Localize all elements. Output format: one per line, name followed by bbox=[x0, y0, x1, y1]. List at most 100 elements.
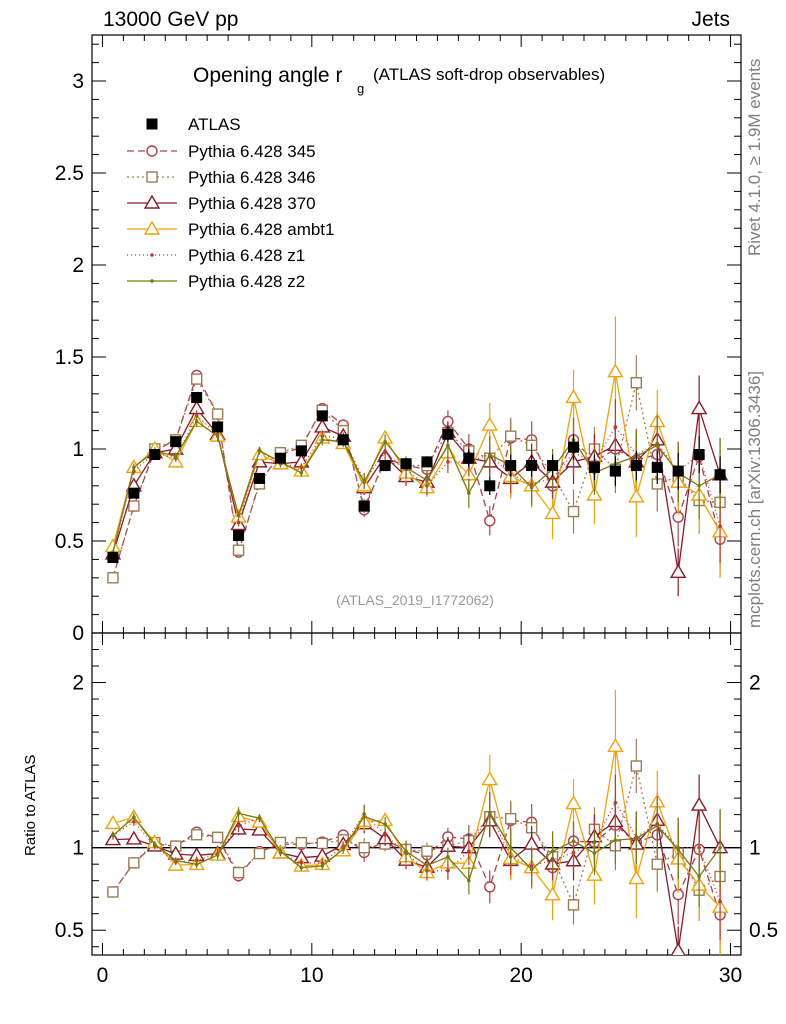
atlas-data-point bbox=[630, 460, 642, 472]
series-2-point bbox=[107, 572, 119, 584]
atlas-data-point bbox=[588, 461, 600, 473]
series-6-point bbox=[467, 491, 471, 495]
series-2-ratio-point bbox=[651, 858, 663, 870]
series-4-point bbox=[565, 389, 582, 404]
series-5-ratio-point bbox=[446, 868, 450, 873]
series-4-point bbox=[628, 488, 645, 503]
atlas-data-point bbox=[609, 465, 621, 477]
main-y-tick-label: 3 bbox=[72, 70, 84, 93]
x-tick-label: 10 bbox=[300, 964, 323, 987]
series-6-point bbox=[425, 478, 429, 483]
series-3-point bbox=[690, 400, 708, 415]
main-y-tick-label: 1 bbox=[72, 438, 84, 461]
header-right: Jets bbox=[691, 8, 730, 31]
series-6-point bbox=[383, 439, 387, 444]
legend-series-4-marker bbox=[143, 220, 161, 235]
series-6-ratio-point bbox=[132, 815, 136, 820]
legend-series-4-label: Pythia 6.428 ambt1 bbox=[188, 220, 334, 239]
atlas-data-point bbox=[693, 449, 705, 461]
atlas-data-point bbox=[442, 428, 454, 440]
series-6-point bbox=[257, 449, 262, 453]
series-6-point bbox=[697, 484, 701, 488]
series-2-ratio-point bbox=[358, 841, 370, 854]
ratio-y-tick-label-right: 0.5 bbox=[749, 919, 778, 942]
x-tick-label: 0 bbox=[97, 964, 109, 987]
main-y-tick-label: 2.5 bbox=[55, 162, 84, 185]
series-2-ratio-point bbox=[421, 845, 433, 857]
series-2-point bbox=[128, 500, 140, 512]
legend-series-6-marker bbox=[150, 279, 154, 283]
series-6-ratio-point bbox=[508, 845, 513, 850]
series-2-point bbox=[505, 430, 517, 442]
series-2-ratio-point bbox=[316, 837, 328, 850]
series-4-ratio-point bbox=[104, 815, 122, 830]
series-6-point bbox=[236, 513, 241, 518]
series-6-ratio-point bbox=[613, 838, 618, 842]
series-6-line bbox=[112, 420, 721, 553]
legend-series-1-label: Pythia 6.428 345 bbox=[188, 142, 316, 161]
series-6-ratio-line bbox=[112, 810, 721, 882]
main-y-tick-label: 2 bbox=[72, 254, 84, 277]
series-5-ratio-point bbox=[718, 899, 722, 904]
atlas-data-point bbox=[568, 441, 580, 453]
series-5-ratio-point bbox=[299, 860, 304, 865]
series-6-ratio-point bbox=[655, 823, 660, 828]
legend-series-2-label: Pythia 6.428 346 bbox=[188, 168, 316, 187]
series-6-ratio-point bbox=[425, 863, 429, 868]
series-6-point bbox=[299, 471, 304, 475]
series-6-ratio-point bbox=[383, 822, 387, 826]
legend-series-6-label: Pythia 6.428 z2 bbox=[188, 272, 305, 291]
series-4-point bbox=[481, 416, 498, 431]
atlas-data-point bbox=[274, 452, 286, 464]
ratio-y-tick-label: 2 bbox=[72, 672, 84, 695]
atlas-data-point bbox=[484, 480, 496, 492]
series-6-ratio-point bbox=[257, 816, 262, 820]
series-3-ratio-point bbox=[670, 942, 686, 955]
series-6-ratio-point bbox=[529, 867, 534, 872]
atlas-data-point bbox=[526, 460, 538, 472]
chart-title: Opening angle r bbox=[193, 64, 342, 87]
series-5-ratio-point bbox=[236, 824, 241, 828]
ratio-plot-area bbox=[92, 690, 741, 955]
series-5-point bbox=[446, 460, 450, 464]
series-5-ratio-point bbox=[613, 800, 618, 805]
legend-series-5-label: Pythia 6.428 z1 bbox=[188, 246, 305, 265]
legend-series-1-marker bbox=[146, 145, 158, 157]
atlas-data-point bbox=[295, 445, 307, 457]
atlas-data-point bbox=[651, 461, 663, 473]
series-6-ratio-point bbox=[320, 864, 325, 868]
ratio-y-tick-label: 1 bbox=[72, 837, 84, 860]
header-left: 13000 GeV pp bbox=[103, 8, 239, 31]
series-6-ratio-point bbox=[634, 836, 639, 841]
series-4-ratio-point bbox=[607, 737, 624, 753]
series-6-ratio-point bbox=[550, 849, 555, 854]
atlas-data-point bbox=[337, 434, 349, 446]
series-6-ratio-point bbox=[236, 811, 241, 816]
series-6-ratio-point bbox=[215, 853, 220, 857]
series-4-ratio-point bbox=[544, 886, 561, 901]
series-6-point bbox=[529, 485, 534, 490]
legend-series-3-marker bbox=[143, 194, 161, 209]
series-6-ratio-point bbox=[718, 845, 722, 850]
atlas-data-point bbox=[316, 410, 328, 422]
series-6-point bbox=[173, 454, 178, 459]
series-3-line bbox=[112, 407, 721, 573]
series-4-point bbox=[544, 505, 561, 520]
ratio-y-tick-label-right: 1 bbox=[749, 837, 761, 860]
series-2-ratio-point bbox=[211, 831, 224, 844]
series-1-ratio-point bbox=[484, 881, 496, 893]
series-3-ratio-point bbox=[125, 830, 143, 845]
series-6-ratio-point bbox=[194, 862, 199, 867]
legend-atlas-marker bbox=[146, 118, 158, 130]
atlas-data-point bbox=[547, 460, 559, 472]
series-2-ratio-point bbox=[232, 866, 245, 879]
ratio-y-tick-label: 0.5 bbox=[55, 919, 84, 942]
ratio-y-tick-label-right: 2 bbox=[749, 672, 761, 695]
chart-title-subscript: g bbox=[357, 81, 364, 96]
series-6-ratio-point bbox=[299, 865, 304, 870]
series-5-ratio-point bbox=[383, 833, 387, 837]
main-y-tick-label: 1.5 bbox=[55, 346, 84, 369]
series-5-point bbox=[613, 425, 618, 429]
atlas-data-point bbox=[358, 500, 370, 512]
